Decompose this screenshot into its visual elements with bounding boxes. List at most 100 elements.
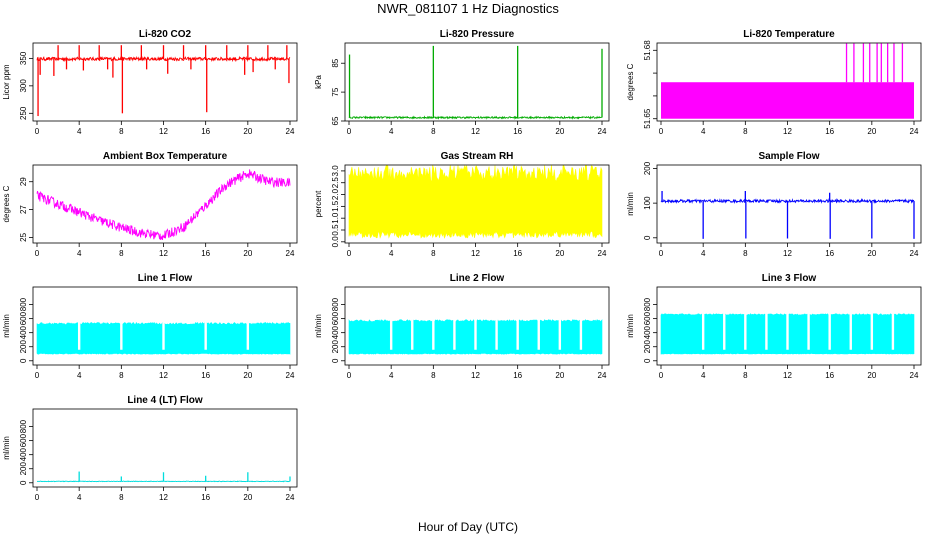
xtick-label-pressure-6: 24 bbox=[598, 127, 607, 136]
xtick-label-line1-5: 20 bbox=[243, 371, 252, 380]
xtick-label-pressure-4: 16 bbox=[513, 127, 522, 136]
frame-line1 bbox=[32, 286, 298, 366]
xtick-label-pressure-3: 12 bbox=[471, 127, 480, 136]
ytick-label-box_temp-2: 29 bbox=[19, 177, 28, 186]
ytick-label-box_temp-1: 27 bbox=[19, 205, 28, 214]
ytick-label-line3-2: 400 bbox=[643, 325, 652, 339]
ytick-label-rh-2: 1.0 bbox=[331, 212, 340, 224]
xtick-label-line3-0: 0 bbox=[659, 371, 664, 380]
xtick-label-licor_temp-4: 16 bbox=[825, 127, 834, 136]
xtick-label-licor_temp-0: 0 bbox=[659, 127, 664, 136]
series-gap-line3-8 bbox=[870, 313, 874, 350]
frame-sample_flow bbox=[656, 164, 922, 244]
series-gap-line2-3 bbox=[453, 318, 456, 350]
plot-area-licor_temp bbox=[661, 43, 914, 119]
series-gap-line2-4 bbox=[474, 318, 477, 350]
xtick-label-rh-1: 4 bbox=[389, 249, 394, 258]
panel-title-box_temp: Ambient Box Temperature bbox=[103, 151, 228, 162]
plot-area-rh bbox=[348, 165, 603, 239]
ytick-label-line4-1: 200 bbox=[19, 462, 28, 476]
ytick-label-co2-2: 350 bbox=[19, 51, 28, 65]
series-gap-line3-5 bbox=[807, 313, 810, 350]
xtick-label-sample_flow-1: 4 bbox=[701, 249, 706, 258]
xtick-label-co2-5: 20 bbox=[243, 127, 252, 136]
series-gap-line3-6 bbox=[828, 313, 831, 350]
xtick-label-rh-6: 24 bbox=[598, 249, 607, 258]
ytick-label-line1-1: 200 bbox=[19, 340, 28, 354]
ytick-label-line1-2: 400 bbox=[19, 325, 28, 339]
ytick-label-line1-4: 800 bbox=[19, 297, 28, 311]
ytick-label-line4-0: 0 bbox=[19, 480, 28, 485]
xtick-label-sample_flow-3: 12 bbox=[783, 249, 792, 258]
panel-title-rh: Gas Stream RH bbox=[441, 151, 514, 162]
panel-ylabel-licor_temp: degrees C bbox=[626, 63, 635, 100]
xtick-label-co2-3: 12 bbox=[159, 127, 168, 136]
ytick-label-pressure-1: 75 bbox=[331, 87, 340, 96]
xtick-label-pressure-5: 20 bbox=[555, 127, 564, 136]
xtick-label-line2-6: 24 bbox=[598, 371, 607, 380]
ytick-label-line4-2: 400 bbox=[19, 447, 28, 461]
xtick-label-co2-0: 0 bbox=[35, 127, 40, 136]
plot-area-line2 bbox=[348, 318, 603, 355]
xtick-label-pressure-1: 4 bbox=[389, 127, 394, 136]
panel-co2: 0 4 8 12 16 20 24 250 300 350 Li-820 CO2 Licor ppm bbox=[2, 29, 298, 136]
series-gap-line1-2 bbox=[162, 321, 165, 350]
xtick-label-line4-6: 24 bbox=[286, 493, 295, 502]
xtick-label-co2-6: 24 bbox=[286, 127, 295, 136]
ytick-label-rh-5: 2.5 bbox=[331, 177, 340, 189]
panel-ylabel-rh: percent bbox=[314, 190, 323, 217]
panel-title-pressure: Li-820 Pressure bbox=[440, 29, 515, 40]
panel-title-line3: Line 3 Flow bbox=[762, 273, 817, 284]
series-gap-line3-3 bbox=[765, 313, 768, 350]
series-gap-line2-1 bbox=[411, 318, 414, 350]
panel-title-co2: Li-820 CO2 bbox=[139, 29, 192, 40]
xtick-label-line2-0: 0 bbox=[347, 371, 352, 380]
xtick-label-box_temp-3: 12 bbox=[159, 249, 168, 258]
ytick-label-line4-3: 600 bbox=[19, 433, 28, 447]
ytick-label-co2-1: 300 bbox=[19, 79, 28, 93]
series-band-rh bbox=[348, 165, 603, 239]
xtick-label-co2-2: 8 bbox=[119, 127, 124, 136]
series-gap-line3-1 bbox=[723, 313, 726, 350]
ytick-label-sample_flow-2: 200 bbox=[643, 161, 652, 175]
ytick-label-line2-2: 400 bbox=[331, 325, 340, 339]
frame-line4 bbox=[32, 408, 298, 488]
panel-ylabel-line2: ml/min bbox=[314, 314, 323, 338]
xtick-label-line4-3: 12 bbox=[159, 493, 168, 502]
panel-ylabel-pressure: kPa bbox=[314, 75, 323, 89]
xtick-label-sample_flow-2: 8 bbox=[743, 249, 748, 258]
series-gap-line2-6 bbox=[516, 318, 519, 350]
ytick-label-line3-4: 800 bbox=[643, 297, 652, 311]
xtick-label-line3-6: 24 bbox=[910, 371, 919, 380]
panel-box_temp: 0 4 8 12 16 20 24 25 27 29 Ambient Box Temperature… bbox=[2, 151, 298, 258]
figure-xlabel: Hour of Day (UTC) bbox=[418, 520, 518, 534]
ytick-label-licor_temp-3: 51.68 bbox=[643, 40, 652, 61]
ytick-label-box_temp-0: 25 bbox=[19, 232, 28, 241]
xtick-label-line1-1: 4 bbox=[77, 371, 82, 380]
frame-pressure bbox=[344, 42, 610, 122]
series-gap-line1-1 bbox=[120, 321, 123, 350]
ytick-label-co2-0: 250 bbox=[19, 106, 28, 120]
panel-title-line4: Line 4 (LT) Flow bbox=[127, 395, 203, 406]
series-gap-line2-8 bbox=[558, 318, 562, 350]
plot-area-line1 bbox=[36, 321, 291, 355]
xtick-label-box_temp-0: 0 bbox=[35, 249, 40, 258]
xtick-label-box_temp-2: 8 bbox=[119, 249, 124, 258]
ytick-label-sample_flow-1: 100 bbox=[643, 196, 652, 210]
panel-pressure: 0 4 8 12 16 20 24 65 75 85 Li-820 Pressure kPa bbox=[314, 29, 610, 136]
panel-ylabel-co2: Licor ppm bbox=[2, 64, 11, 99]
panel-ylabel-line4: ml/min bbox=[2, 436, 11, 460]
plot-area-sample_flow bbox=[660, 191, 915, 239]
xtick-label-sample_flow-4: 16 bbox=[825, 249, 834, 258]
panel-sample_flow: 0 4 8 12 16 20 24 0 100 200 Sample Flow ml/min bbox=[626, 151, 922, 258]
xtick-label-rh-3: 12 bbox=[471, 249, 480, 258]
ytick-label-rh-1: 0.5 bbox=[331, 224, 340, 236]
frame-licor_temp bbox=[656, 42, 922, 122]
ytick-label-pressure-0: 65 bbox=[331, 116, 340, 125]
xtick-label-rh-4: 16 bbox=[513, 249, 522, 258]
xtick-label-pressure-0: 0 bbox=[347, 127, 352, 136]
